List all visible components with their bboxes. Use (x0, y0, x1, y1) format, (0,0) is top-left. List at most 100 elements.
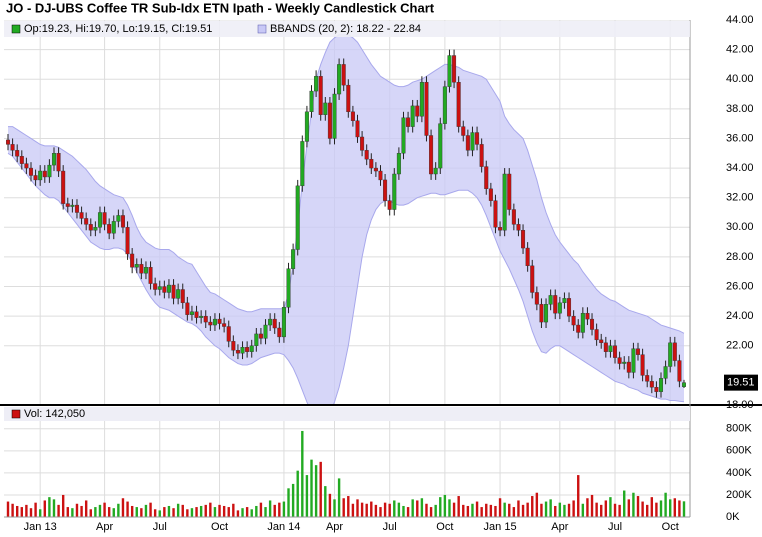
volume-bar (540, 503, 543, 517)
volume-bar (659, 500, 663, 517)
volume-bar (71, 508, 74, 517)
x-tick-label: Jul (153, 521, 167, 533)
volume-bar (549, 499, 552, 517)
candle-body (97, 212, 102, 228)
volume-bar (475, 501, 479, 517)
candle-body (479, 144, 484, 167)
volume-bar (393, 500, 396, 517)
candle-body (511, 209, 516, 225)
volume-bar (181, 504, 184, 517)
volume-bar (305, 475, 309, 517)
y-tick-label: 22.00 (726, 340, 754, 352)
volume-bar (503, 502, 506, 517)
y-tick-label: 600K (726, 445, 752, 457)
volume-bar (43, 500, 46, 517)
candle-body (470, 132, 475, 151)
y-tick-label: 800K (726, 423, 752, 435)
candle-body (516, 224, 521, 231)
candle-body (636, 348, 641, 355)
candle-body (134, 264, 139, 268)
volume-bar (98, 504, 102, 517)
volume-bar (646, 504, 649, 517)
candle-body (530, 265, 535, 293)
legend-swatch (257, 24, 267, 34)
legend-swatch (11, 409, 21, 419)
volume-bar (199, 505, 203, 517)
volume-bar (600, 504, 603, 517)
candle-body (488, 188, 493, 201)
x-tick-label: Oct (211, 521, 228, 533)
volume-bar (121, 498, 125, 517)
x-tick-label: Apr (96, 521, 113, 533)
candle-body (277, 327, 282, 338)
candle-body (116, 215, 121, 222)
candle-body (300, 141, 305, 187)
candle-body (433, 167, 438, 175)
y-tick-label: 24.00 (726, 310, 754, 322)
volume-bar (140, 508, 143, 517)
candle-body (387, 200, 392, 210)
candle-body (185, 302, 190, 315)
candle-body (622, 361, 627, 364)
volume-bar (383, 502, 387, 517)
volume-bar (296, 470, 299, 517)
chart-title: JO - DJ-UBS Coffee TR Sub-Idx ETN Ipath … (6, 0, 435, 15)
candle-body (649, 381, 654, 388)
volume-bar (655, 502, 658, 517)
volume-bar (328, 493, 332, 517)
candle-body (79, 212, 84, 219)
volume-bar (204, 504, 207, 517)
volume-bar (209, 502, 212, 517)
candle-body (350, 111, 355, 121)
candle-body (548, 295, 553, 305)
volume-bar (356, 499, 359, 517)
volume-bar (678, 500, 681, 517)
volume-bar (397, 502, 401, 517)
candle-body (15, 150, 20, 157)
candle-body (323, 102, 328, 115)
volume-bar (186, 509, 189, 517)
volume-bar (337, 478, 341, 517)
candle-body (194, 311, 199, 318)
candle-body (663, 366, 668, 379)
y-tick-label: 18.00 (726, 399, 754, 411)
candle-body (364, 150, 369, 160)
volume-bar (94, 507, 97, 517)
last-price-box (724, 374, 758, 391)
volume-bar (531, 496, 534, 517)
volume-bar (402, 505, 405, 517)
candle-body (318, 76, 323, 115)
candle-body (410, 105, 415, 127)
volume-bar (245, 507, 249, 517)
candle-body (419, 81, 424, 117)
candle-body (249, 345, 254, 352)
legend-text: Op:19.23, Hi:19.70, Lo:19.15, Cl:19.51 (24, 23, 212, 35)
legend-strip (4, 407, 690, 421)
legend-strip (4, 21, 690, 37)
candle-body (498, 227, 503, 231)
candle-body (51, 153, 56, 166)
volume-bar (301, 430, 304, 517)
volume-bar (374, 504, 378, 517)
band-lower (7, 152, 685, 405)
candle-body (341, 64, 346, 86)
candle-body (295, 185, 300, 250)
volume-bar (61, 494, 65, 517)
candle-body (327, 102, 332, 139)
volume-bar (632, 492, 635, 517)
volume-bar (572, 500, 575, 517)
candle-body (608, 345, 613, 352)
candle-body (447, 55, 452, 87)
volume-bar (250, 509, 253, 517)
candle-body (571, 315, 576, 326)
volume-bar (448, 499, 451, 517)
candle-body (56, 153, 61, 172)
volume-bar (314, 465, 318, 517)
volume-bar (581, 503, 585, 517)
volume-bar (535, 492, 539, 517)
volume-bar (411, 499, 414, 517)
volume-bar (567, 503, 571, 517)
volume-bar (443, 494, 447, 517)
legend-text: Vol: 142,050 (24, 408, 85, 420)
candle-body (406, 117, 411, 127)
